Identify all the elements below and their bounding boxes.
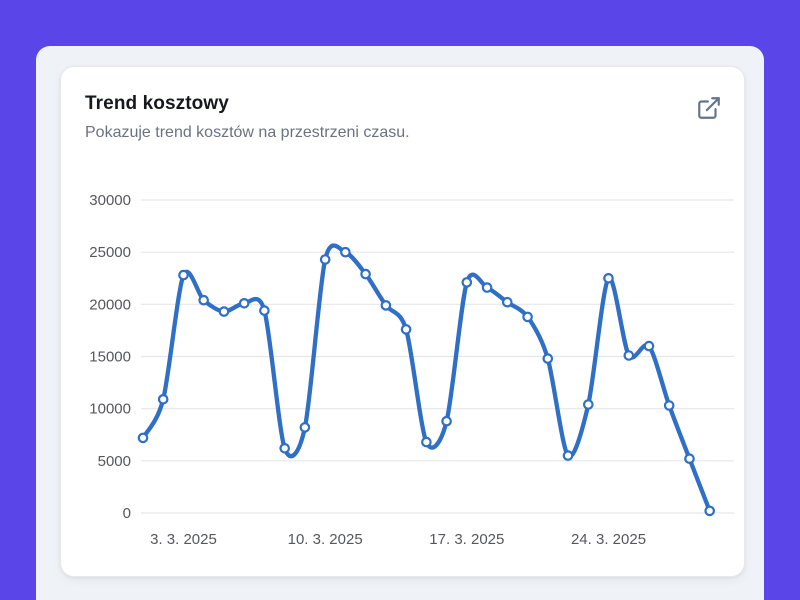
data-point: [603, 273, 614, 284]
data-point: [137, 432, 149, 444]
data-point: [218, 306, 230, 317]
x-tick-label: 10. 3. 2025: [288, 531, 363, 548]
x-tick-label: 24. 3. 2025: [571, 531, 646, 548]
data-point: [704, 505, 715, 517]
data-point: [441, 415, 452, 427]
data-point: [198, 294, 209, 306]
cost-trend-chart: 0 5000 10000 15000 20000 25000 30000 3. 3. 2025…: [85, 189, 746, 561]
data-point: [178, 269, 189, 281]
y-tick-label: 25000: [89, 244, 131, 261]
card-header: Trend kosztowy: [85, 93, 724, 123]
data-point: [400, 324, 412, 335]
data-point: [461, 277, 473, 288]
data-point: [340, 246, 351, 258]
data-point: [299, 422, 311, 433]
y-tick-label: 20000: [89, 296, 131, 313]
data-point: [684, 453, 695, 464]
data-point: [623, 350, 635, 361]
data-point: [319, 254, 331, 265]
x-tick-label: 3. 3. 2025: [150, 531, 217, 548]
data-point: [259, 305, 270, 316]
chart-card: Trend kosztowy Pokazuje trend kosztów na…: [60, 66, 745, 577]
y-tick-label: 0: [123, 505, 131, 522]
data-point: [562, 450, 574, 461]
data-point: [481, 282, 493, 293]
card-title: Trend kosztowy: [85, 93, 229, 114]
data-point: [582, 399, 594, 410]
y-tick-label: 15000: [89, 349, 131, 366]
data-point: [663, 400, 675, 411]
x-axis-labels: 3. 3. 2025 10. 3. 2025 17. 3. 2025 24. 3. 2…: [150, 531, 646, 548]
line-chart-svg: 0 5000 10000 15000 20000 25000 30000 3. 3. 2025…: [89, 192, 734, 548]
data-point: [380, 300, 392, 311]
data-point: [238, 298, 250, 309]
y-tick-label: 5000: [98, 453, 131, 470]
data-points: [137, 246, 715, 517]
data-point: [279, 442, 290, 454]
external-link-button[interactable]: [694, 93, 724, 123]
data-point: [501, 296, 513, 308]
data-point: [643, 340, 655, 352]
content-surface: Trend kosztowy Pokazuje trend kosztów na…: [36, 46, 764, 600]
data-point: [542, 353, 554, 364]
y-tick-label: 30000: [89, 192, 131, 209]
x-tick-label: 17. 3. 2025: [429, 531, 504, 548]
data-point: [360, 268, 371, 280]
gridlines: [141, 199, 734, 514]
data-point: [421, 436, 432, 448]
y-axis-labels: 0 5000 10000 15000 20000 25000 30000: [89, 192, 131, 522]
card-subtitle: Pokazuje trend kosztów na przestrzeni cz…: [85, 124, 410, 141]
data-point: [157, 394, 169, 405]
data-point: [522, 311, 533, 323]
external-link-icon: [698, 97, 720, 119]
y-tick-label: 10000: [89, 401, 131, 418]
cost-trend-line: [140, 243, 712, 514]
